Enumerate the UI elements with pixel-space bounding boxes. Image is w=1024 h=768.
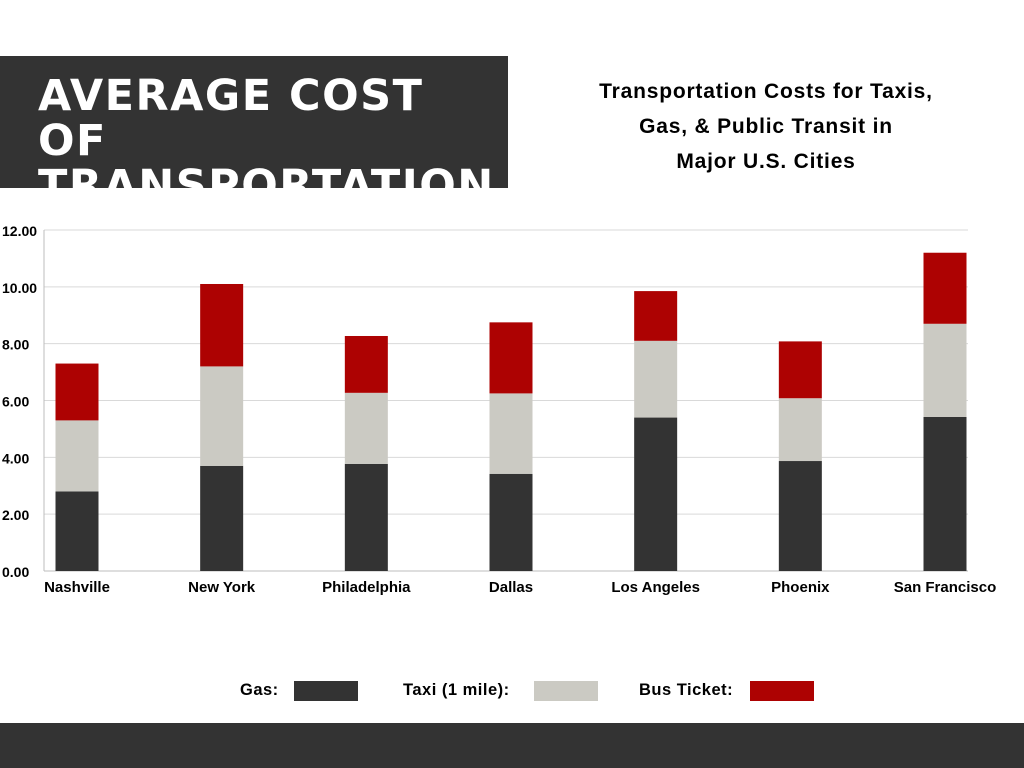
subtitle-line-1: Transportation Costs for Taxis, — [599, 80, 933, 103]
legend-swatch-taxi — [534, 681, 598, 701]
stacked-bar-chart: 0.00 2.00 4.00 6.00 8.00 10.00 12.00 Nashville… — [2, 223, 996, 596]
bar-gas-san-francisco — [923, 416, 967, 571]
y-tick-label: 6.00 — [2, 394, 29, 410]
chart-legend: Gas: Taxi (1 mile): Bus Ticket: — [0, 678, 1024, 704]
y-tick-label: 10.00 — [2, 280, 37, 296]
subtitle-line-3: Major U.S. Cities — [676, 150, 856, 173]
bar-bus-nashville — [55, 363, 99, 421]
y-tick-label: 8.00 — [2, 337, 29, 353]
legend-label-taxi: Taxi (1 mile): — [403, 681, 510, 699]
bar-taxi-dallas — [489, 393, 533, 474]
x-tick-label: Los Angeles — [611, 579, 700, 596]
x-tick-label: New York — [188, 579, 256, 596]
bar-gas-los-angeles — [634, 417, 678, 571]
y-tick-label: 2.00 — [2, 507, 29, 523]
bar-bus-dallas — [489, 322, 533, 394]
y-tick-label: 0.00 — [2, 564, 29, 580]
legend-label-gas: Gas: — [240, 681, 279, 699]
y-tick-label: 4.00 — [2, 450, 29, 466]
subtitle-line-2: Gas, & Public Transit in — [639, 115, 893, 138]
bar-gas-philadelphia — [344, 463, 388, 571]
bar-bus-philadelphia — [344, 335, 388, 393]
legend-label-bus: Bus Ticket: — [639, 681, 734, 699]
x-tick-label: Phoenix — [771, 579, 830, 596]
bar-taxi-san-francisco — [923, 323, 967, 417]
bar-bus-phoenix — [778, 341, 822, 399]
bar-bus-new-york — [200, 283, 244, 367]
bar-gas-dallas — [489, 473, 533, 571]
bar-taxi-los-angeles — [634, 340, 678, 418]
legend-swatch-bus — [750, 681, 814, 701]
title-line-2: TRANSPORTATION — [38, 161, 495, 211]
bar-gas-new-york — [200, 465, 244, 571]
page-title: AVERAGE COST OF TRANSPORTATION — [38, 74, 508, 209]
y-axis-ticks: 0.00 2.00 4.00 6.00 8.00 10.00 12.00 — [2, 223, 37, 580]
x-axis-labels: Nashville New York Philadelphia Dallas Los A… — [44, 579, 996, 596]
bar-gas-phoenix — [778, 461, 822, 571]
bar-taxi-nashville — [55, 420, 99, 492]
footer-bar — [0, 723, 1024, 768]
bars — [55, 252, 967, 571]
bar-gas-nashville — [55, 491, 99, 571]
title-banner: AVERAGE COST OF TRANSPORTATION — [0, 56, 508, 209]
x-tick-label: San Francisco — [894, 579, 997, 596]
y-tick-label: 12.00 — [2, 223, 37, 239]
x-tick-label: Philadelphia — [322, 579, 411, 596]
bar-taxi-new-york — [200, 366, 244, 466]
bar-bus-los-angeles — [634, 291, 678, 341]
title-line-1: AVERAGE COST OF — [38, 71, 424, 166]
bar-taxi-philadelphia — [344, 392, 388, 464]
bar-bus-san-francisco — [923, 252, 967, 324]
x-tick-label: Nashville — [44, 579, 110, 596]
x-tick-label: Dallas — [489, 579, 533, 596]
bar-taxi-phoenix — [778, 398, 822, 462]
legend-swatch-gas — [294, 681, 358, 701]
chart-subtitle: Transportation Costs for Taxis, Gas, & P… — [560, 74, 972, 179]
